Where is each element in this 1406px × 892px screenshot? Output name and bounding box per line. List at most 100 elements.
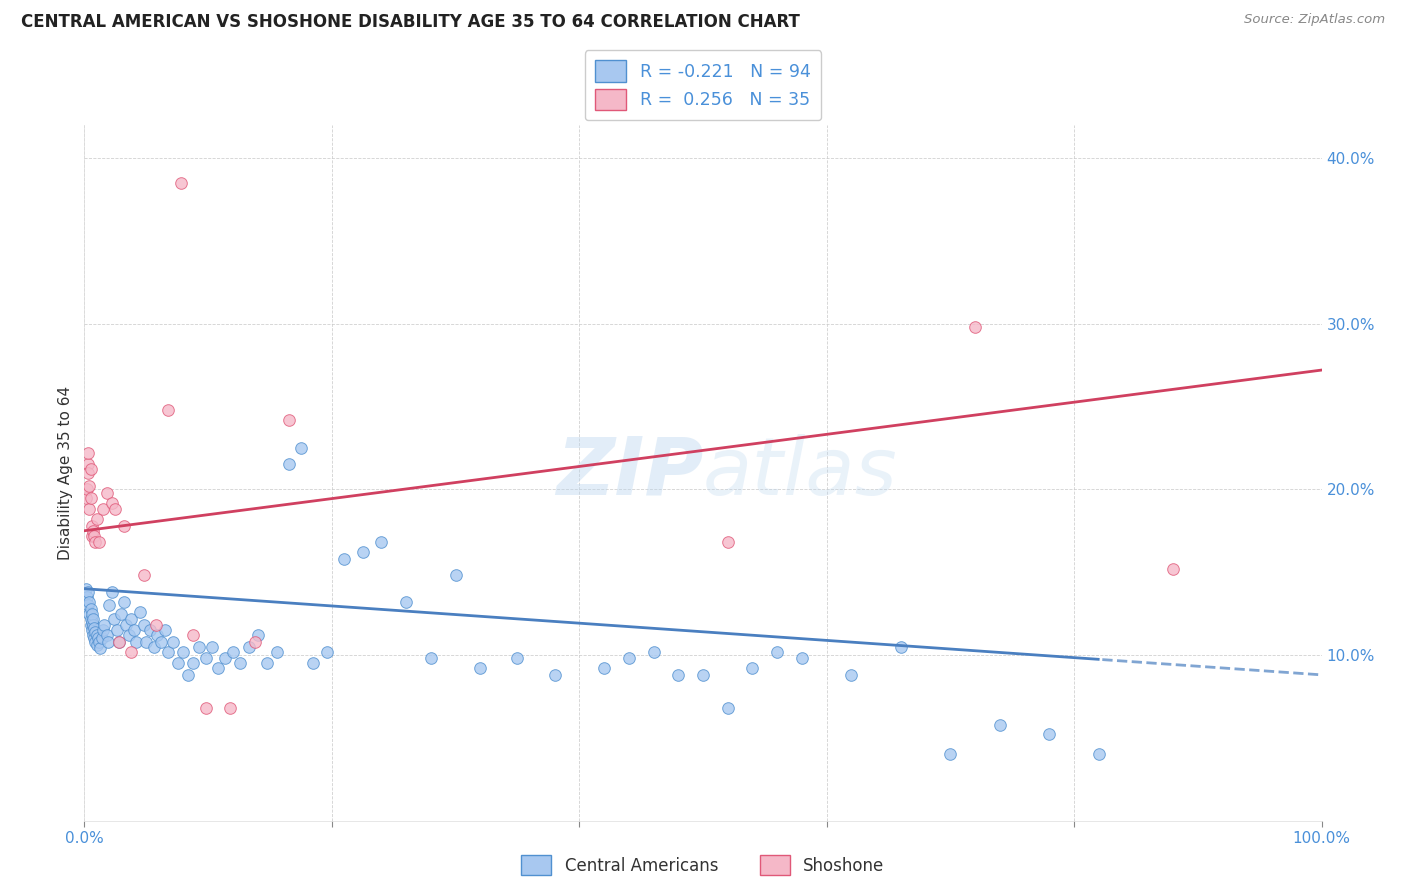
Point	[115, 618, 138, 632]
Point	[246, 628, 269, 642]
Point	[79, 595, 101, 609]
Point	[181, 657, 204, 671]
Point	[333, 552, 356, 566]
Point	[79, 479, 101, 493]
Y-axis label: Disability Age 35 to 64: Disability Age 35 to 64	[58, 385, 73, 560]
Point	[157, 402, 180, 417]
Point	[76, 590, 98, 604]
Point	[108, 634, 131, 648]
Point	[90, 632, 112, 646]
Point	[177, 668, 200, 682]
Point	[79, 601, 101, 615]
Point	[201, 640, 224, 654]
Point	[118, 628, 141, 642]
Legend: Central Americans, Shoshone: Central Americans, Shoshone	[515, 848, 891, 882]
Point	[86, 512, 108, 526]
Point	[82, 611, 104, 625]
Point	[89, 641, 111, 656]
Point	[717, 535, 740, 549]
Point	[593, 661, 616, 675]
Point	[243, 634, 266, 648]
Point	[290, 441, 312, 455]
Point	[100, 585, 122, 599]
Point	[82, 618, 104, 632]
Point	[132, 618, 155, 632]
Point	[266, 645, 288, 659]
Point	[75, 491, 97, 505]
Point	[103, 611, 125, 625]
Point	[741, 661, 763, 675]
Point	[132, 568, 155, 582]
Point	[110, 607, 132, 621]
Point	[395, 595, 418, 609]
Point	[108, 634, 131, 648]
Point	[988, 717, 1011, 731]
Point	[112, 595, 135, 609]
Point	[890, 640, 912, 654]
Point	[80, 623, 103, 637]
Point	[256, 657, 278, 671]
Point	[120, 611, 142, 625]
Text: ZIP: ZIP	[555, 434, 703, 512]
Point	[93, 618, 115, 632]
Point	[87, 632, 110, 646]
Point	[82, 524, 104, 538]
Point	[1038, 727, 1060, 741]
Point	[370, 535, 392, 549]
Point	[167, 657, 190, 671]
Point	[153, 623, 176, 637]
Point	[939, 747, 962, 762]
Point	[543, 668, 565, 682]
Point	[77, 599, 100, 613]
Point	[77, 458, 100, 472]
Point	[104, 502, 127, 516]
Point	[79, 491, 101, 505]
Point	[444, 568, 467, 582]
Point	[194, 651, 217, 665]
Point	[150, 634, 173, 648]
Point	[79, 607, 101, 621]
Point	[77, 466, 100, 480]
Point	[80, 615, 103, 629]
Point	[86, 628, 108, 642]
Point	[352, 545, 374, 559]
Point	[84, 624, 107, 639]
Text: CENTRAL AMERICAN VS SHOSHONE DISABILITY AGE 35 TO 64 CORRELATION CHART: CENTRAL AMERICAN VS SHOSHONE DISABILITY …	[21, 13, 800, 31]
Point	[146, 628, 169, 642]
Point	[1088, 747, 1111, 762]
Point	[96, 485, 118, 500]
Point	[219, 701, 242, 715]
Point	[142, 640, 165, 654]
Point	[83, 529, 105, 543]
Point	[229, 657, 252, 671]
Point	[129, 605, 152, 619]
Point	[666, 668, 689, 682]
Point	[157, 645, 180, 659]
Point	[84, 535, 107, 549]
Point	[162, 634, 184, 648]
Point	[96, 628, 118, 642]
Point	[100, 495, 122, 509]
Text: Source: ZipAtlas.com: Source: ZipAtlas.com	[1244, 13, 1385, 27]
Point	[79, 502, 101, 516]
Point	[1161, 562, 1184, 576]
Point	[83, 632, 105, 646]
Point	[277, 458, 299, 472]
Point	[139, 623, 162, 637]
Point	[188, 640, 211, 654]
Point	[79, 462, 101, 476]
Point	[86, 638, 108, 652]
Point	[790, 651, 813, 665]
Point	[80, 518, 103, 533]
Point	[84, 634, 107, 648]
Point	[194, 701, 217, 715]
Point	[97, 634, 120, 648]
Point	[77, 585, 100, 599]
Point	[91, 502, 114, 516]
Point	[965, 320, 987, 334]
Point	[419, 651, 441, 665]
Point	[82, 628, 104, 642]
Point	[83, 622, 105, 636]
Point	[692, 668, 714, 682]
Point	[135, 634, 157, 648]
